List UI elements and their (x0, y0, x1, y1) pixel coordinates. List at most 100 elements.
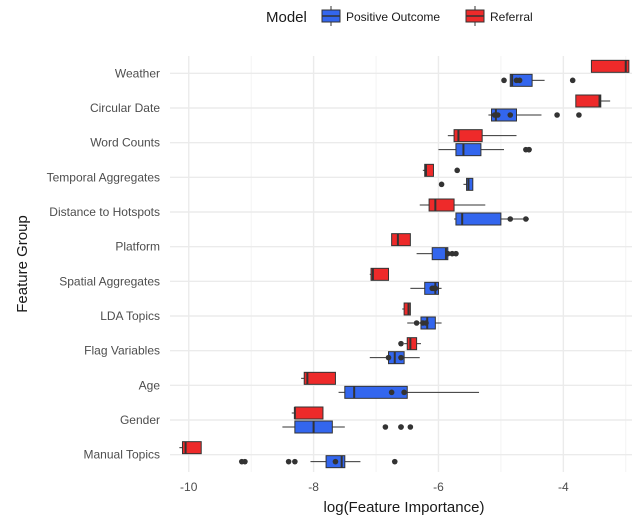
grid-lines (170, 56, 632, 472)
outlier-point (576, 112, 582, 118)
x-tick-label: -8 (308, 480, 319, 494)
box-iqr (403, 302, 411, 316)
box-positive-outcome (416, 247, 459, 261)
x-tick-label: -10 (180, 480, 198, 494)
box-referral (422, 163, 460, 177)
outlier-point (501, 77, 507, 84)
box-iqr (391, 233, 411, 247)
y-tick-label: LDA Topics (100, 309, 160, 323)
box-referral (291, 406, 324, 420)
box-iqr (590, 59, 630, 73)
x-tick-labels: -10 -8 -6 -4 (180, 480, 569, 494)
x-tick-label: -6 (433, 480, 444, 494)
box-referral (590, 59, 630, 73)
box-iqr (424, 163, 434, 177)
box-referral (575, 94, 611, 108)
box-referral (447, 129, 517, 143)
box-referral (369, 267, 390, 281)
outlier-point (292, 458, 298, 465)
outlier-point (401, 389, 407, 396)
box-positive-outcome (501, 73, 576, 87)
y-tick-label: Weather (115, 66, 160, 80)
box-positive-outcome (338, 385, 480, 399)
outlier-point (445, 250, 451, 257)
y-axis-title: Feature Group (14, 215, 31, 313)
box-iqr (428, 198, 455, 212)
outlier-point (385, 354, 392, 361)
x-axis-title: log(Feature Importance) (324, 499, 485, 516)
box-positive-outcome (410, 281, 442, 295)
box-positive-outcome (282, 420, 414, 434)
legend-label: Positive Outcome (346, 10, 440, 24)
box-referral (301, 371, 336, 385)
box-marks (179, 59, 630, 469)
box-referral (398, 337, 421, 351)
outlier-point (453, 250, 459, 257)
box-referral (391, 233, 411, 247)
outlier-point (423, 320, 429, 326)
outlier-point (569, 77, 576, 84)
y-tick-label: Distance to Hotspots (49, 205, 160, 219)
box-iqr (491, 108, 518, 122)
box-iqr (181, 441, 202, 455)
outlier-point (516, 77, 523, 84)
outlier-point (526, 146, 532, 153)
y-tick-label: Manual Topics (84, 448, 161, 462)
y-tick-label: Age (139, 378, 161, 392)
outlier-point (432, 285, 439, 292)
outlier-point (507, 112, 514, 118)
box-iqr (370, 267, 390, 281)
box-referral (402, 302, 411, 316)
x-tick-label: -4 (558, 480, 569, 494)
legend-item: Positive Outcome (321, 6, 440, 26)
box-iqr (294, 406, 324, 420)
box-iqr (344, 385, 408, 399)
box-positive-outcome (454, 212, 529, 226)
legend-label: Referral (490, 10, 533, 24)
y-tick-label: Gender (120, 413, 160, 427)
outlier-point (407, 424, 414, 430)
box-referral (179, 441, 202, 455)
y-tick-label: Word Counts (90, 136, 160, 150)
y-tick-labels: Weather Circular Date Word Counts Temporal … (47, 66, 161, 461)
outlier-point (413, 320, 420, 326)
outlier-point (438, 181, 445, 188)
box-positive-outcome (407, 316, 442, 330)
y-tick-label: Platform (115, 240, 160, 254)
outlier-point (398, 340, 404, 347)
legend-item: Referral (465, 6, 533, 26)
legend-title: Model (266, 9, 307, 26)
box-positive-outcome (438, 143, 532, 157)
outlier-point (507, 216, 514, 222)
outlier-point (454, 167, 460, 174)
outlier-point (285, 458, 292, 465)
box-referral (419, 198, 486, 212)
legend: Model Positive Outcome Referral (266, 6, 533, 26)
box-iqr (453, 129, 483, 143)
outlier-point (238, 458, 245, 465)
box-positive-outcome (369, 351, 420, 365)
y-tick-label: Temporal Aggregates (47, 170, 160, 184)
outlier-point (523, 216, 529, 222)
box-iqr (455, 212, 502, 226)
outlier-point (388, 389, 395, 396)
box-positive-outcome (438, 177, 474, 191)
outlier-point (494, 112, 501, 118)
box-positive-outcome (488, 108, 582, 122)
box-iqr (406, 337, 418, 351)
outlier-point (554, 112, 560, 118)
box-iqr (575, 94, 602, 108)
box-positive-outcome (238, 455, 398, 469)
outlier-point (382, 424, 389, 430)
outlier-point (391, 458, 398, 465)
outlier-point (332, 458, 339, 465)
y-tick-label: Circular Date (90, 101, 160, 115)
box-iqr (303, 371, 336, 385)
y-tick-label: Spatial Aggregates (59, 274, 160, 288)
outlier-point (398, 354, 404, 361)
box-iqr (466, 177, 474, 191)
box-iqr (455, 143, 482, 157)
outlier-point (398, 424, 404, 430)
y-tick-label: Flag Variables (84, 344, 160, 358)
